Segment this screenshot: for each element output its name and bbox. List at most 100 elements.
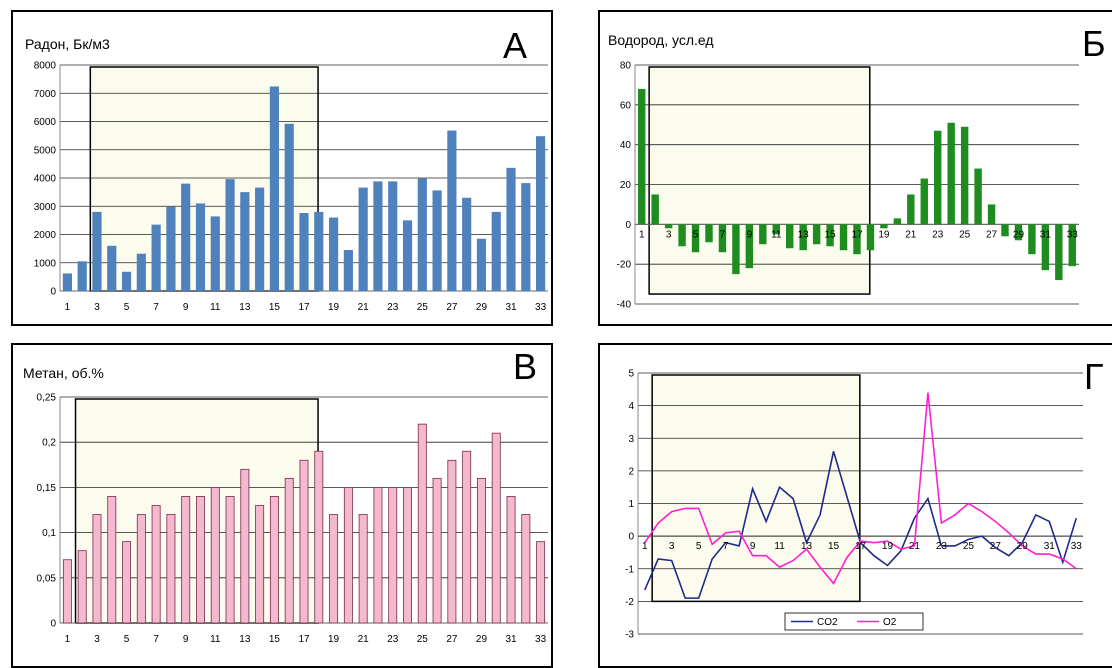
x-tick-label: 17 bbox=[855, 541, 867, 552]
x-tick-label: 9 bbox=[747, 229, 753, 240]
bar bbox=[920, 178, 928, 225]
series-line-co2 bbox=[644, 451, 1078, 599]
x-tick-label: 13 bbox=[239, 634, 251, 645]
bar bbox=[462, 450, 472, 624]
x-tick-label: 11 bbox=[210, 302, 221, 313]
bar bbox=[476, 238, 487, 291]
x-tick-label: 23 bbox=[936, 541, 948, 552]
bar bbox=[491, 211, 501, 291]
x-tick-label: 15 bbox=[269, 302, 281, 313]
bar bbox=[358, 514, 368, 624]
bar bbox=[417, 178, 427, 291]
series-line-o2 bbox=[644, 392, 1077, 585]
y-tick-label: -20 bbox=[617, 260, 632, 271]
x-tick-label: 9 bbox=[183, 634, 189, 645]
bar bbox=[388, 486, 398, 624]
chart-title: Метан, об.% bbox=[23, 365, 104, 381]
bar bbox=[314, 211, 324, 291]
x-tick-label: 31 bbox=[505, 302, 517, 313]
bar bbox=[343, 486, 353, 624]
bar bbox=[62, 273, 72, 291]
x-tick-label: 3 bbox=[94, 302, 100, 313]
bar bbox=[77, 550, 87, 624]
y-tick-label: -2 bbox=[625, 597, 634, 608]
bar bbox=[328, 217, 339, 291]
bar bbox=[521, 514, 531, 624]
y-tick-label: 7000 bbox=[34, 89, 57, 100]
x-tick-label: 7 bbox=[723, 541, 729, 552]
bar bbox=[269, 496, 279, 624]
y-tick-label: 8000 bbox=[34, 61, 57, 72]
bar bbox=[1041, 224, 1050, 271]
bar bbox=[462, 197, 472, 291]
panel-letter: А bbox=[503, 25, 527, 66]
bar bbox=[136, 253, 146, 291]
x-tick-label: 21 bbox=[909, 541, 921, 552]
bar bbox=[181, 183, 191, 291]
bar bbox=[299, 213, 309, 291]
bar bbox=[678, 224, 686, 247]
bar bbox=[373, 486, 383, 624]
x-tick-label: 29 bbox=[1017, 541, 1029, 552]
x-tick-label: 17 bbox=[298, 302, 310, 313]
bar bbox=[151, 505, 161, 624]
y-tick-label: 0,05 bbox=[37, 573, 57, 584]
x-tick-label: 27 bbox=[446, 302, 458, 313]
bar bbox=[136, 514, 146, 624]
bar bbox=[196, 496, 205, 624]
chart-panel-co2-o2: -3 -2 -1 0 1 2 3 4 5 1 3 5 7 9 11 13 15 17 19 21 23 25 27 29 31 3… bbox=[598, 343, 1112, 668]
bar bbox=[866, 224, 875, 251]
x-tick-label: 5 bbox=[696, 541, 702, 552]
y-tick-label: 6000 bbox=[34, 117, 57, 128]
bar bbox=[121, 271, 132, 291]
bar bbox=[799, 224, 807, 251]
bar bbox=[240, 468, 250, 624]
x-tick-label: 23 bbox=[387, 634, 399, 645]
x-tick-label: 27 bbox=[446, 634, 458, 645]
x-tick-label: 15 bbox=[825, 229, 837, 240]
panel-letter: Г bbox=[1084, 356, 1104, 397]
bar bbox=[447, 459, 457, 624]
bar bbox=[92, 514, 102, 624]
y-tick-label: 2000 bbox=[34, 230, 57, 241]
bar bbox=[506, 167, 516, 291]
x-tick-label: 19 bbox=[882, 541, 894, 552]
x-tick-label: 5 bbox=[124, 634, 130, 645]
y-tick-label: 0 bbox=[628, 532, 634, 543]
x-tick-label: 21 bbox=[905, 229, 917, 240]
bar bbox=[210, 216, 220, 291]
bar bbox=[151, 224, 161, 291]
x-tick-label: 33 bbox=[1071, 541, 1083, 552]
y-tick-label: 4000 bbox=[34, 174, 57, 185]
bar bbox=[974, 168, 982, 225]
bar bbox=[343, 250, 353, 291]
bar bbox=[255, 505, 265, 624]
bar bbox=[1014, 224, 1023, 241]
legend-box bbox=[784, 612, 924, 631]
x-tick-label: 11 bbox=[210, 634, 221, 645]
bar bbox=[664, 224, 673, 229]
x-tick-label: 25 bbox=[963, 541, 975, 552]
chart-panel-hydrogen: -40 -20 0 20 40 60 80 1 3 5 7 9 11 13 15 17 19 21 23 25 27 29… bbox=[598, 10, 1112, 326]
bar bbox=[960, 126, 969, 225]
bar bbox=[893, 218, 902, 225]
bar bbox=[107, 245, 117, 291]
bar bbox=[432, 190, 442, 291]
bar bbox=[255, 187, 265, 291]
bar bbox=[432, 477, 442, 624]
methane-chart: 00,050,10,150,20,251 3 5 7 9 11 13 15 17 19 21 23 25… bbox=[23, 346, 548, 645]
bar bbox=[759, 224, 767, 245]
bar bbox=[506, 496, 516, 624]
bar bbox=[691, 224, 700, 253]
bar bbox=[225, 179, 235, 291]
x-tick-label: 7 bbox=[153, 634, 159, 645]
y-tick-label: 80 bbox=[620, 61, 632, 72]
x-tick-label: 23 bbox=[932, 229, 944, 240]
x-tick-label: 9 bbox=[183, 302, 189, 313]
y-tick-label: 5000 bbox=[34, 145, 57, 156]
x-tick-label: 21 bbox=[358, 634, 370, 645]
bar bbox=[732, 224, 740, 275]
bar bbox=[987, 204, 996, 225]
